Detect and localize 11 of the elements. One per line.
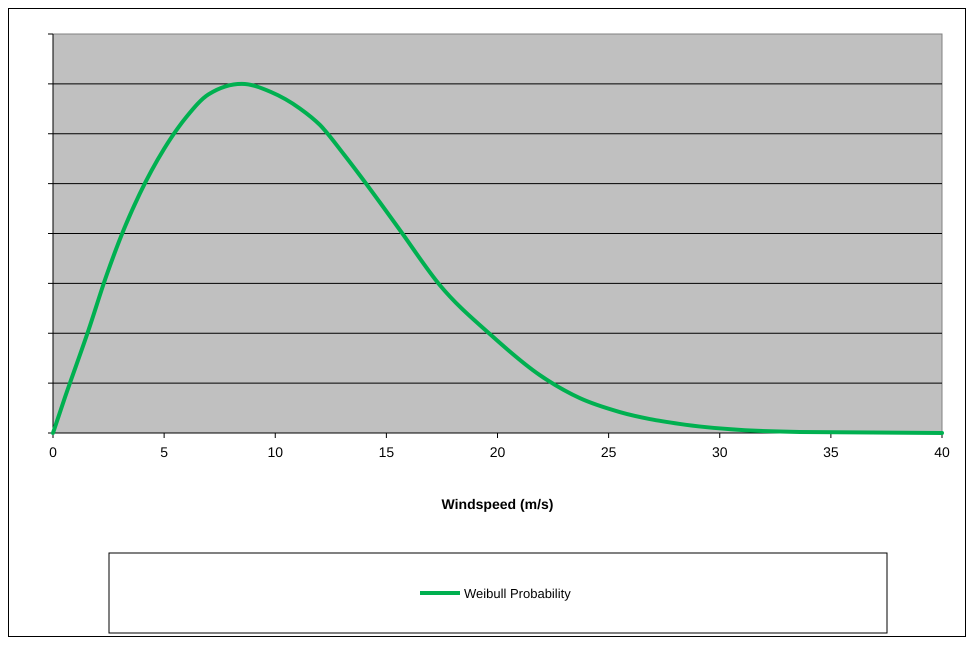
x-tick-label: 20 [490, 444, 506, 460]
legend-label: Weibull Probability [464, 586, 572, 601]
x-tick-label: 0 [49, 444, 58, 460]
x-tick-label: 15 [378, 444, 394, 460]
x-tick-label: 25 [600, 444, 617, 460]
x-tick-label: 5 [160, 444, 168, 460]
x-tick-label: 10 [267, 444, 284, 460]
x-tick-label: 30 [712, 444, 728, 460]
x-tick-label: 40 [934, 444, 950, 460]
x-tick-label: 35 [823, 444, 839, 460]
x-axis-title: Windspeed (m/s) [442, 496, 554, 512]
